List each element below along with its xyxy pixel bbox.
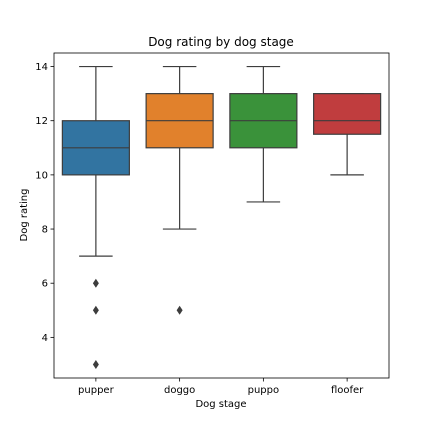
x-tick-label-puppo: puppo (248, 385, 280, 396)
y-tick-label-6: 6 (42, 279, 48, 290)
x-tick-label-doggo: doggo (164, 385, 195, 396)
y-tick-label-12: 12 (35, 116, 48, 127)
y-axis-label: Dog rating (19, 189, 30, 242)
x-axis-label: Dog stage (195, 399, 246, 410)
axes-frame (53, 52, 390, 379)
box-floofer (313, 93, 382, 135)
flier-pupper-0 (92, 278, 99, 288)
flier-pupper-2 (92, 359, 99, 369)
plot-area: 4 6 8 10 12 14 pupper doggo puppo floofer (35, 52, 390, 396)
y-tick-label-4: 4 (42, 333, 48, 344)
chart-title: Dog rating by dog stage (148, 35, 294, 49)
y-tick-label-8: 8 (42, 225, 48, 236)
flier-doggo-0 (176, 305, 183, 315)
flier-pupper-1 (92, 305, 99, 315)
y-tick-label-10: 10 (35, 170, 48, 181)
x-tick-label-floofer: floofer (331, 385, 364, 396)
y-tick-label-14: 14 (35, 62, 48, 73)
x-tick-label-pupper: pupper (78, 385, 115, 396)
